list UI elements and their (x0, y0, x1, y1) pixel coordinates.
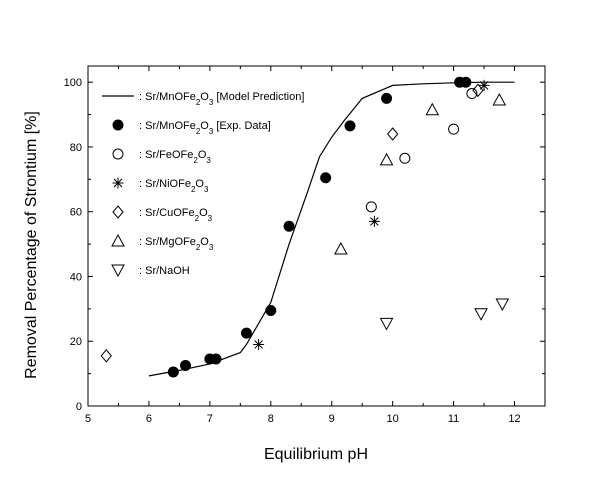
data-point-sr-mnofe2o3-exp-data (320, 172, 332, 184)
legend-text: : Sr/MnOFe (139, 120, 196, 132)
legend-label: : Sr/MnOFe2O3 [Exp. Data] (139, 120, 271, 136)
axis-ticks: 5 6 7 8 9 10 11 12 0 20 40 60 80 100 (64, 66, 545, 425)
y-tick-label: 20 (70, 336, 82, 348)
legend-label: : Sr/NiOFe2O3 (139, 178, 209, 194)
x-tick-label: 7 (207, 413, 213, 425)
legend-marker (112, 148, 124, 160)
data-point-sr-niofe2o3 (478, 79, 490, 91)
data-point-sr-niofe2o3 (368, 215, 380, 227)
legend-marker (112, 119, 124, 131)
data-point-sr-mgofe2o3 (425, 102, 440, 116)
legend-label: : Sr/FeOFe2O3 (139, 149, 211, 165)
legend-subscript: 2 (193, 156, 198, 165)
legend-text: [Model Prediction] (213, 91, 304, 103)
data-points-layer (100, 76, 510, 378)
legend-text: : Sr/CuOFe (139, 207, 195, 219)
legend-subscript: 3 (204, 185, 209, 194)
data-point-sr-mnofe2o3-exp-data (283, 220, 295, 232)
legend-subscript: 2 (195, 214, 200, 223)
x-tick-label: 9 (329, 413, 335, 425)
data-point-sr-mnofe2o3-exp-data (167, 366, 179, 378)
legend-subscript: 2 (196, 243, 201, 252)
plot-area (87, 65, 546, 407)
legend-text: : Sr/FeOFe (139, 149, 193, 161)
data-point-sr-naoh (495, 298, 510, 312)
legend: : Sr/MnOFe2O3 [Model Prediction]: Sr/MnO… (102, 91, 304, 278)
legend-subscript: 2 (191, 185, 196, 194)
data-point-sr-mgofe2o3 (334, 241, 348, 255)
legend-text: O (198, 149, 207, 161)
legend-subscript: 2 (196, 127, 201, 136)
legend-text: O (199, 207, 208, 219)
legend-text: O (200, 91, 209, 103)
data-point-sr-niofe2o3 (253, 338, 265, 350)
data-point-sr-naoh (474, 308, 488, 321)
legend-marker (111, 233, 125, 247)
y-tick-label: 80 (70, 142, 82, 154)
data-point-sr-mnofe2o3-exp-data (179, 360, 191, 372)
data-point-sr-feofe2o3 (466, 88, 478, 100)
legend-subscript: 3 (208, 214, 213, 223)
data-point-sr-mnofe2o3-exp-data (210, 353, 222, 365)
legend-text: : Sr/NaOH (139, 265, 190, 277)
plot-frame (87, 65, 546, 407)
legend-text: : Sr/MgOFe (139, 236, 196, 248)
legend-label: : Sr/CuOFe2O3 (139, 207, 213, 223)
data-point-sr-mgofe2o3 (379, 152, 394, 166)
legend-marker (112, 205, 124, 219)
legend-subscript: 3 (206, 156, 211, 165)
legend-marker (112, 177, 124, 189)
data-point-sr-cuofe2o3 (387, 127, 399, 141)
data-point-sr-mnofe2o3-exp-data (344, 120, 356, 132)
data-point-sr-mnofe2o3-exp-data (460, 76, 472, 88)
data-point-sr-mnofe2o3-exp-data (240, 327, 252, 339)
model-prediction-line (148, 81, 515, 377)
data-point-sr-mnofe2o3-exp-data (381, 92, 393, 104)
legend-label: : Sr/MgOFe2O3 (139, 236, 214, 252)
data-point-sr-cuofe2o3 (100, 349, 112, 363)
data-point-sr-naoh (379, 317, 394, 331)
data-point-sr-mnofe2o3-exp-data (265, 304, 277, 316)
x-tick-label: 12 (508, 413, 520, 425)
legend-text: O (195, 178, 204, 190)
data-point-sr-feofe2o3 (448, 123, 460, 135)
y-tick-label: 100 (64, 77, 82, 89)
x-tick-label: 6 (146, 413, 152, 425)
x-tick-label: 8 (268, 413, 274, 425)
x-axis-title: Equilibrium pH (264, 446, 368, 463)
y-axis-title: Removal Percentage of Strontium [%] (23, 111, 40, 379)
x-tick-label: 10 (387, 413, 399, 425)
legend-label: : Sr/MnOFe2O3 [Model Prediction] (139, 91, 304, 107)
data-point-sr-mgofe2o3 (492, 92, 507, 106)
data-point-sr-feofe2o3 (399, 152, 411, 164)
y-tick-label: 0 (76, 401, 82, 413)
legend-subscript: 3 (209, 98, 214, 107)
legend-subscript: 2 (196, 98, 201, 107)
data-point-sr-feofe2o3 (365, 201, 377, 213)
legend-subscript: 3 (209, 127, 214, 136)
data-point-sr-cuofe2o3 (472, 83, 484, 98)
legend-text: : Sr/NiOFe (139, 178, 191, 190)
legend-label: : Sr/NaOH (139, 265, 190, 277)
x-tick-label: 11 (448, 413, 459, 425)
legend-subscript: 3 (209, 243, 214, 252)
model-line-layer (148, 81, 515, 377)
legend-text: O (200, 236, 209, 248)
y-tick-label: 60 (70, 207, 82, 219)
legend-text: : Sr/MnOFe (139, 91, 196, 103)
legend-text: [Exp. Data] (213, 120, 270, 132)
x-tick-label: 5 (85, 413, 91, 425)
legend-marker (111, 264, 125, 278)
legend-text: O (200, 120, 209, 132)
y-tick-label: 40 (70, 271, 82, 283)
